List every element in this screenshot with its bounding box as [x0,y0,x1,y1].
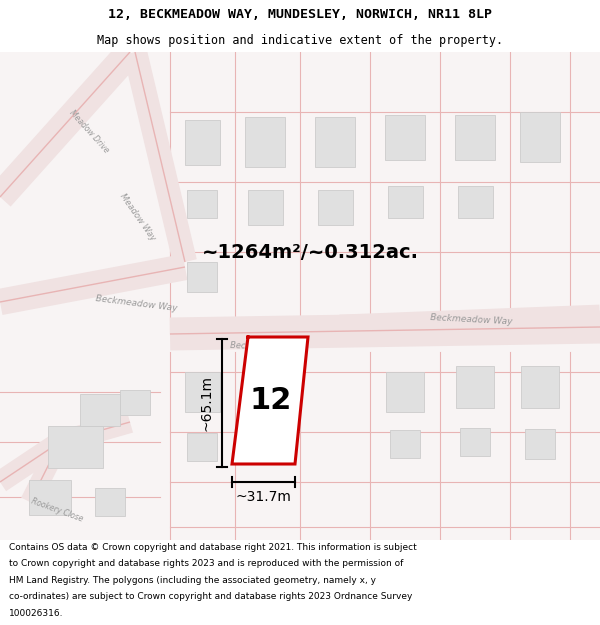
Text: HM Land Registry. The polygons (including the associated geometry, namely x, y: HM Land Registry. The polygons (includin… [9,576,376,585]
Bar [120,389,150,414]
Bar [520,112,560,162]
Bar [386,372,424,412]
Polygon shape [123,49,197,265]
Bar [80,394,120,426]
Bar [250,436,280,464]
Bar [185,119,220,164]
Text: ~65.1m: ~65.1m [200,375,214,431]
Text: ~31.7m: ~31.7m [236,490,292,504]
Bar [460,428,490,456]
Bar [521,366,559,408]
Bar [185,372,220,412]
Polygon shape [0,42,140,206]
Text: Rookery Close: Rookery Close [30,496,84,524]
Bar [317,189,353,224]
Bar [455,114,495,159]
Text: Beckmeadow Way: Beckmeadow Way [95,294,178,314]
Bar [246,376,284,418]
Bar [245,117,285,167]
Polygon shape [57,411,133,452]
Text: ~1264m²/~0.312ac.: ~1264m²/~0.312ac. [202,243,419,262]
Bar [187,262,217,292]
Polygon shape [340,304,600,346]
Polygon shape [0,433,66,491]
Bar [385,114,425,159]
Bar [187,190,217,218]
Text: 100026316.: 100026316. [9,609,64,618]
Bar [458,186,493,218]
Text: Meadow Way: Meadow Way [118,192,157,242]
Bar [390,430,420,458]
Text: Contains OS data © Crown copyright and database right 2021. This information is : Contains OS data © Crown copyright and d… [9,542,417,551]
Polygon shape [232,337,308,464]
Bar [315,117,355,167]
Text: 12, BECKMEADOW WAY, MUNDESLEY, NORWICH, NR11 8LP: 12, BECKMEADOW WAY, MUNDESLEY, NORWICH, … [108,8,492,21]
Bar [29,479,71,514]
Bar [456,366,494,408]
Text: Beckmeadow Way: Beckmeadow Way [430,313,513,327]
Text: Map shows position and indicative extent of the property.: Map shows position and indicative extent… [97,34,503,47]
Polygon shape [21,438,69,506]
Text: Meadow Drive: Meadow Drive [68,109,111,155]
Text: co-ordinates) are subject to Crown copyright and database rights 2023 Ordnance S: co-ordinates) are subject to Crown copyr… [9,592,412,601]
Text: to Crown copyright and database rights 2023 and is reproduced with the permissio: to Crown copyright and database rights 2… [9,559,403,568]
Bar [187,433,217,461]
Bar [388,186,422,218]
Bar [47,426,103,468]
Bar [525,429,555,459]
Text: Beckmeadow Way: Beckmeadow Way [230,341,307,353]
Bar [95,488,125,516]
Text: 12: 12 [250,386,292,415]
Polygon shape [0,254,187,315]
Bar [248,189,283,224]
Polygon shape [170,311,600,351]
